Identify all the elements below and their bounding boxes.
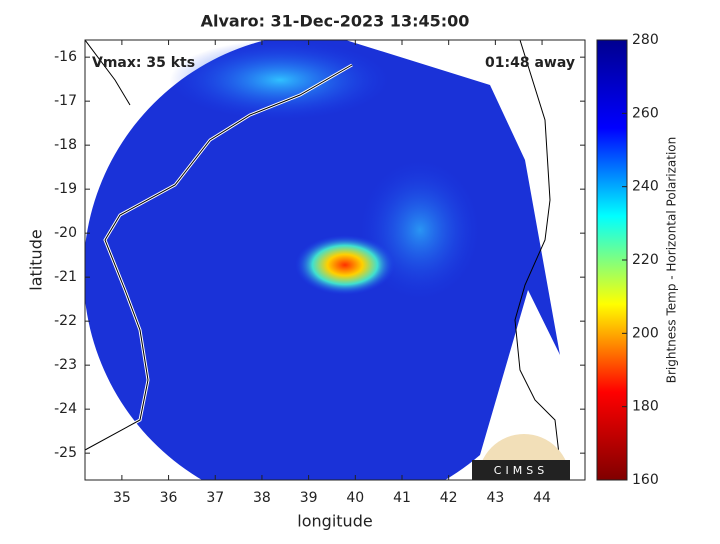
x-tick-label: 36 — [160, 490, 178, 506]
y-axis-label: latitude — [27, 229, 46, 290]
annotation: 01:48 away — [485, 55, 575, 71]
colorbar-tick-label: 280 — [632, 32, 659, 48]
x-tick-label: 35 — [113, 490, 131, 506]
colorbar-tick-label: 220 — [632, 252, 659, 268]
colorbar-tick-label: 200 — [632, 325, 659, 341]
colorbar-tick-label: 260 — [632, 105, 659, 121]
y-tick-label: -21 — [54, 269, 77, 285]
swath: CIMSS — [85, 40, 570, 480]
x-tick-label: 42 — [440, 490, 458, 506]
x-tick-label: 38 — [253, 490, 271, 506]
cloud-band — [170, 40, 390, 120]
annotation: Vmax: 35 kts — [92, 55, 195, 71]
x-tick-label: 44 — [533, 490, 551, 506]
x-tick-label: 39 — [300, 490, 318, 506]
y-tick-label: -18 — [54, 137, 77, 153]
x-tick-label: 43 — [486, 490, 504, 506]
storm-core — [295, 235, 395, 295]
y-tick-label: -20 — [54, 225, 77, 241]
x-axis-label: longitude — [297, 512, 372, 531]
y-tick-label: -19 — [54, 181, 77, 197]
coastline — [514, 40, 563, 480]
colorbar-tick-label: 240 — [632, 179, 659, 195]
y-tick-label: -23 — [54, 357, 77, 373]
chart-title: Alvaro: 31-Dec-2023 13:45:00 — [201, 12, 470, 31]
colorbar-tick-label: 180 — [632, 399, 659, 415]
x-tick-label: 37 — [206, 490, 224, 506]
coastline — [85, 40, 131, 106]
y-tick-label: -16 — [54, 49, 77, 65]
logo: CIMSS — [472, 434, 570, 480]
y-tick-label: -25 — [54, 445, 77, 461]
plot-frame — [84, 39, 586, 481]
coastline — [85, 64, 353, 451]
colorbar-tick-label: 160 — [632, 472, 659, 488]
x-tick-label: 41 — [393, 490, 411, 506]
x-tick-label: 40 — [346, 490, 364, 506]
y-tick-label: -17 — [54, 93, 77, 109]
logo-text: CIMSS — [494, 464, 548, 477]
y-tick-label: -24 — [54, 401, 77, 417]
y-tick-label: -22 — [54, 313, 77, 329]
colorbar-label: Brightness Temp - Horizontal Polarizatio… — [665, 137, 679, 384]
